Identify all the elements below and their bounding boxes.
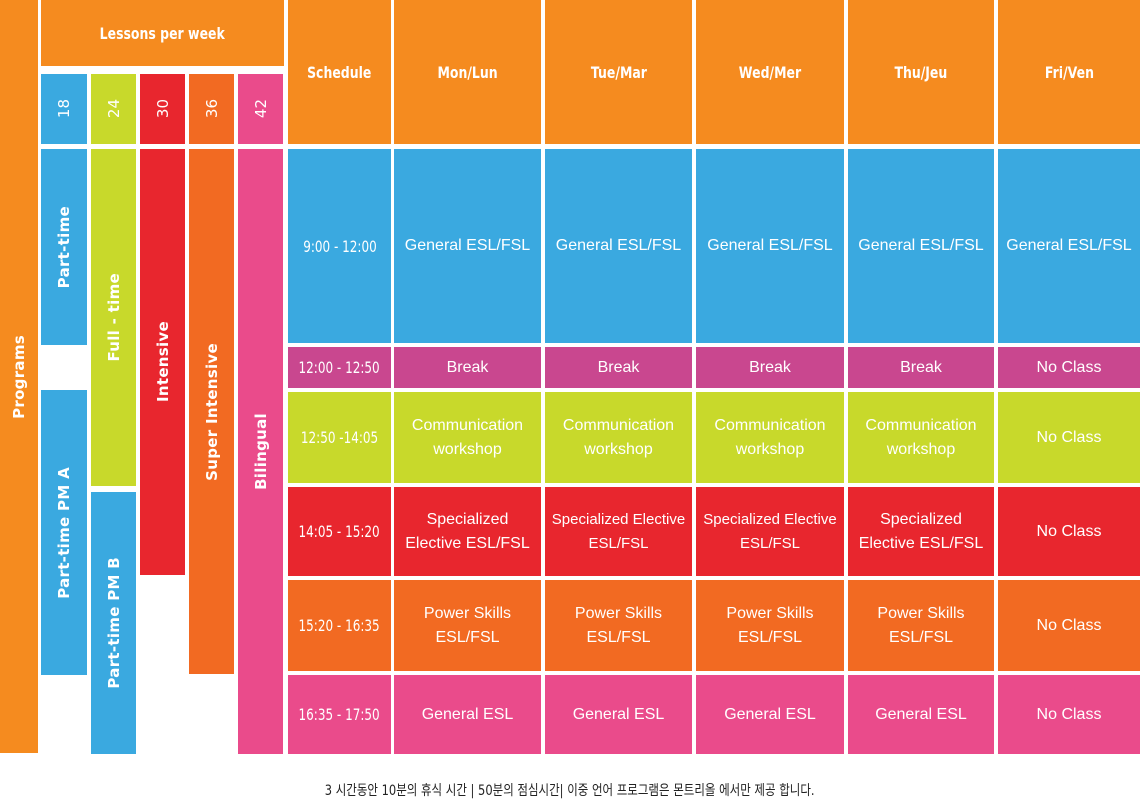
schedule-cell: Break — [848, 347, 994, 388]
time-cell: 15:20 - 16:35 — [288, 580, 391, 671]
lesson-count-18: 18 — [41, 74, 87, 144]
time-cell: 9:00 - 12:00 — [288, 149, 391, 343]
lesson-count-30: 30 — [140, 74, 185, 144]
programs-bar: Programs — [0, 0, 38, 753]
schedule-cell: Power Skills ESL/FSL — [394, 580, 541, 671]
schedule-cell: Communication workshop — [545, 392, 692, 483]
schedule-cell: No Class — [998, 392, 1140, 483]
schedule-cell: General ESL — [696, 675, 844, 754]
schedule-cell: No Class — [998, 487, 1140, 576]
schedule-cell: No Class — [998, 580, 1140, 671]
schedule-cell: Communication workshop — [696, 392, 844, 483]
schedule-cell: General ESL — [848, 675, 994, 754]
lessons-header: Lessons per week — [41, 0, 284, 66]
schedule-cell: Specialized Elective ESL/FSL — [394, 487, 541, 576]
schedule-cell: Specialized Elective ESL/FSL — [545, 487, 692, 576]
program-intensive: Intensive — [140, 149, 185, 575]
time-cell: 16:35 - 17:50 — [288, 675, 391, 754]
lessons-title: Lessons per week — [99, 23, 226, 43]
schedule-cell: Break — [696, 347, 844, 388]
schedule-cell: Specialized Elective ESL/FSL — [848, 487, 994, 576]
time-cell: 12:50 -14:05 — [288, 392, 391, 483]
schedule-cell: Break — [545, 347, 692, 388]
header-schedule: Schedule — [288, 0, 391, 144]
header-day-mon: Mon/Lun — [394, 0, 541, 144]
schedule-cell: No Class — [998, 347, 1140, 388]
schedule-cell: General ESL/FSL — [394, 149, 541, 343]
schedule-cell: General ESL — [545, 675, 692, 754]
time-cell: 12:00 - 12:50 — [288, 347, 391, 388]
lesson-count-36: 36 — [189, 74, 234, 144]
program-bilingual: Bilingual — [238, 149, 283, 754]
program-full-time: Full - time — [91, 149, 136, 486]
lesson-count-24: 24 — [91, 74, 136, 144]
programs-title: Programs — [10, 334, 28, 419]
schedule-cell: Break — [394, 347, 541, 388]
footer-note: 3 시간동안 10분의 휴식 시간 | 50분의 점심시간| 이중 언어 프로그… — [325, 783, 815, 799]
program-part-time-pm-a: Part-time PM A — [41, 390, 87, 675]
schedule-cell: General ESL/FSL — [998, 149, 1140, 343]
schedule-cell: Specialized Elective ESL/FSL — [696, 487, 844, 576]
schedule-cell: Communication workshop — [848, 392, 994, 483]
schedule-cell: General ESL/FSL — [848, 149, 994, 343]
header-day-tue: Tue/Mar — [545, 0, 692, 144]
schedule-cell: General ESL — [394, 675, 541, 754]
schedule-cell: No Class — [998, 675, 1140, 754]
schedule-cell: Power Skills ESL/FSL — [848, 580, 994, 671]
header-day-wed: Wed/Mer — [696, 0, 844, 144]
schedule-cell: Communication workshop — [394, 392, 541, 483]
schedule-cell: Power Skills ESL/FSL — [545, 580, 692, 671]
schedule-cell: General ESL/FSL — [545, 149, 692, 343]
schedule-cell: Power Skills ESL/FSL — [696, 580, 844, 671]
header-day-thu: Thu/Jeu — [848, 0, 994, 144]
header-day-fri: Fri/Ven — [998, 0, 1140, 144]
program-part-time-pm-b: Part-time PM B — [91, 492, 136, 754]
time-cell: 14:05 - 15:20 — [288, 487, 391, 576]
schedule-cell: General ESL/FSL — [696, 149, 844, 343]
program-super-intensive: Super Intensive — [189, 149, 234, 674]
lesson-count-42: 42 — [238, 74, 283, 144]
program-part-time: Part-time — [41, 149, 87, 345]
